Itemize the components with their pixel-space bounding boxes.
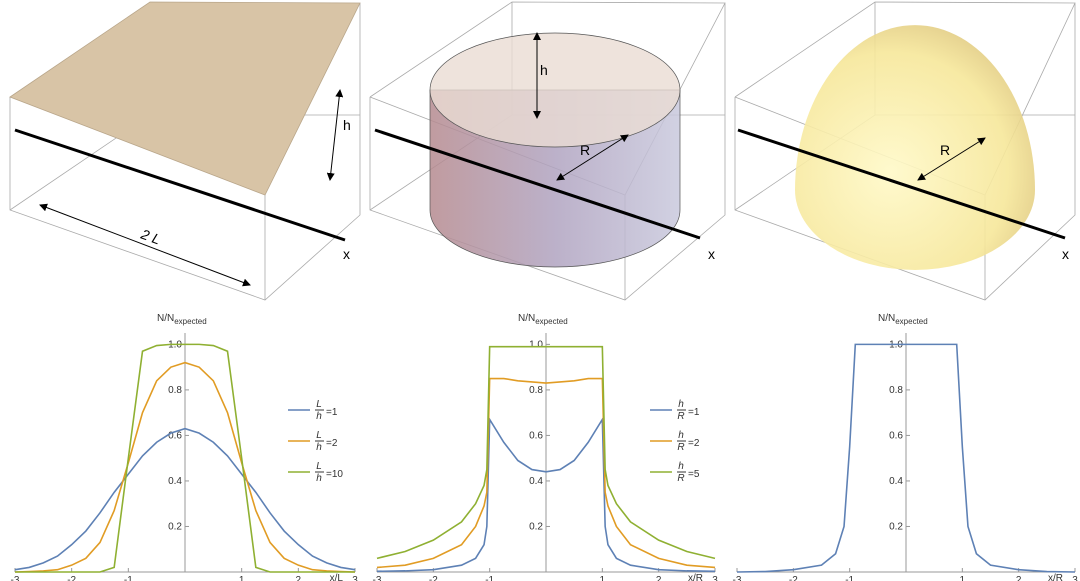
y-tick-label: 0.2 (889, 521, 903, 532)
legend-fraction-den: R (677, 473, 684, 484)
y-axis-label-sub: expected (174, 317, 206, 326)
y-tick-label: 0.2 (529, 521, 543, 532)
x-axis-label: x/L (330, 573, 344, 581)
y-tick-label: 0.6 (889, 430, 903, 441)
x-tick-label: 2 (1016, 575, 1022, 581)
x-tick-label: -1 (485, 575, 494, 581)
y-axis-label-sub: expected (895, 317, 927, 326)
label: h (540, 62, 548, 78)
legend-fraction-den: R (677, 411, 684, 422)
legend-fraction-num: L (316, 461, 322, 472)
x-tick-label: 3 (712, 575, 718, 581)
x-tick-label: 2 (656, 575, 662, 581)
legend-fraction-den: h (316, 473, 322, 484)
y-axis-label-main: N/N (878, 313, 895, 324)
y-tick-label: 0.2 (168, 521, 182, 532)
legend-fraction-num: h (678, 430, 684, 441)
x-tick-label: 1 (600, 575, 606, 581)
diagram-hemisphere: R x (735, 2, 1075, 300)
label: h (343, 117, 351, 133)
legend-fraction-num: L (316, 430, 322, 441)
legend-fraction-num: h (678, 399, 684, 410)
legend-fraction-num: h (678, 461, 684, 472)
label: x (708, 246, 715, 262)
x-tick-label: -3 (733, 575, 742, 581)
y-axis-label: N/Nexpected (878, 313, 928, 326)
legend-label: =2 (688, 438, 700, 449)
x-tick-label: 3 (1072, 575, 1078, 581)
legend-label: =10 (326, 469, 343, 480)
legend-label: =1 (326, 407, 338, 418)
y-tick-label: 0.8 (889, 385, 903, 396)
x-tick-label: -1 (124, 575, 133, 581)
y-tick-label: 0.4 (889, 476, 903, 487)
y-tick-label: 0.4 (529, 476, 543, 487)
x-tick-label: -2 (429, 575, 438, 581)
x-tick-label: 2 (296, 575, 302, 581)
x-tick-label: -3 (11, 575, 20, 581)
diagram-cylinder: h R x (370, 2, 725, 300)
figure-svg: h 2 L x h R x R x -3 -2 -1 1 2 3 0.2 0.4 0.6 0.8 1… (0, 0, 1080, 581)
legend-label: =1 (688, 407, 700, 418)
x-axis-label: x/R (1048, 573, 1063, 581)
y-tick-label: 0.8 (529, 385, 543, 396)
y-tick-label: 0.6 (529, 430, 543, 441)
y-tick-label: 0.4 (168, 476, 182, 487)
x-axis-label: x/R (688, 573, 703, 581)
y-tick-label: 1.0 (529, 339, 543, 350)
figure: h 2 L x h R x R x -3 -2 -1 1 2 3 0.2 0.4 0.6 0.8 1… (0, 0, 1080, 581)
y-axis-label-main: N/N (157, 313, 174, 324)
legend-fraction-num: L (316, 399, 322, 410)
x-tick-label: -1 (845, 575, 854, 581)
y-axis-label-main: N/N (518, 313, 535, 324)
legend-label: =2 (326, 438, 338, 449)
y-tick-label: 0.8 (168, 385, 182, 396)
legend-fraction-den: R (677, 442, 684, 453)
y-axis-label-sub: expected (535, 317, 567, 326)
x-tick-label: -2 (789, 575, 798, 581)
label: R (580, 142, 590, 158)
label: R (940, 142, 950, 158)
x-tick-label: 1 (960, 575, 966, 581)
legend-label: =5 (688, 469, 700, 480)
label: x (343, 246, 350, 262)
y-axis-label: N/Nexpected (518, 313, 568, 326)
label: x (1062, 246, 1069, 262)
diagram-slab: h 2 L x (10, 2, 360, 300)
x-tick-label: 1 (239, 575, 245, 581)
x-tick-label: 3 (352, 575, 358, 581)
legend-fraction-den: h (316, 442, 322, 453)
legend-fraction-den: h (316, 411, 322, 422)
x-tick-label: -2 (67, 575, 76, 581)
y-axis-label: N/Nexpected (157, 313, 207, 326)
x-tick-label: -3 (373, 575, 382, 581)
